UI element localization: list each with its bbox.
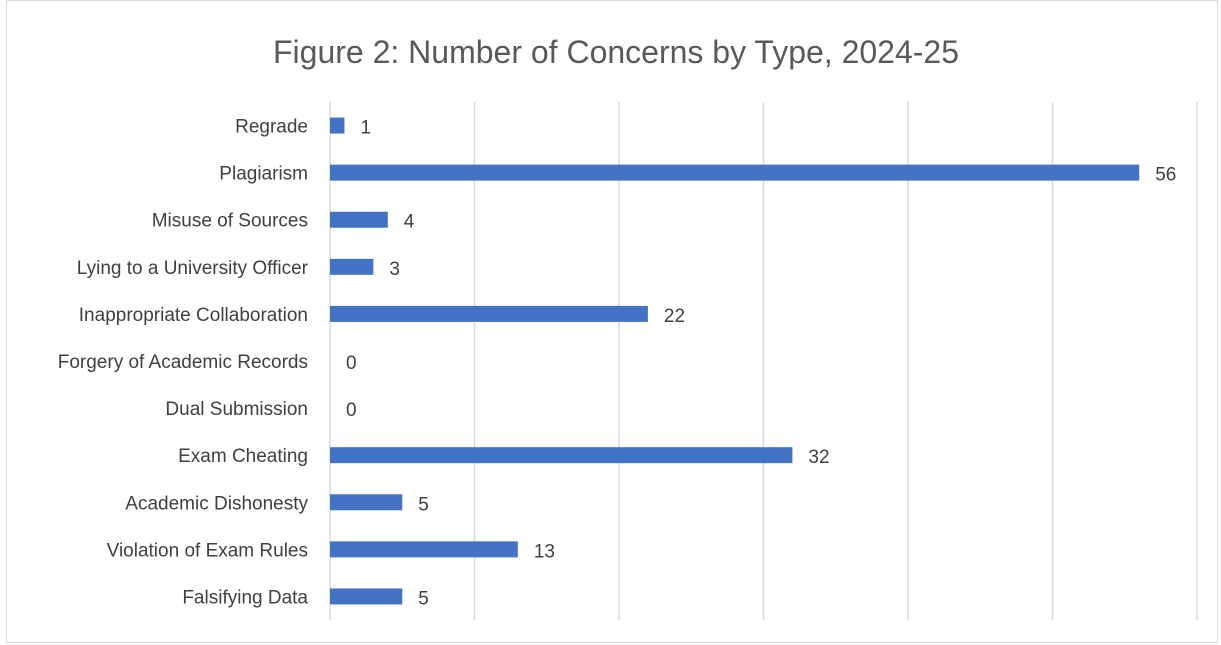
bar [330, 164, 1140, 181]
category-label: Misuse of Sources [152, 211, 308, 232]
category-labels: Regrade Plagiarism Misuse of Sources Lying … [58, 117, 309, 609]
category-label: Academic Dishonesty [125, 493, 308, 514]
data-label: 1 [360, 118, 371, 139]
data-label: 0 [346, 353, 357, 374]
data-labels: 1 56 4 3 22 0 0 32 5 13 5 [346, 118, 1176, 610]
data-label: 13 [534, 541, 555, 562]
data-label: 0 [346, 400, 357, 421]
gridlines [329, 102, 1198, 620]
chart-title: Figure 2: Number of Concerns by Type, 20… [273, 34, 959, 70]
category-label: Dual Submission [165, 399, 308, 420]
bar [330, 117, 345, 134]
bar [330, 494, 403, 511]
bar [330, 305, 648, 322]
category-label: Falsifying Data [182, 587, 308, 608]
data-label: 5 [418, 588, 429, 609]
category-label: Forgery of Academic Records [58, 352, 308, 373]
bar [330, 588, 403, 605]
category-label: Exam Cheating [178, 446, 308, 467]
bars [330, 117, 1140, 605]
category-label: Lying to a University Officer [77, 258, 309, 279]
data-label: 4 [404, 212, 415, 233]
data-label: 22 [664, 306, 685, 327]
bar [330, 258, 374, 275]
data-label: 5 [418, 494, 429, 515]
bar [330, 447, 793, 464]
bar [330, 211, 388, 228]
category-label: Regrade [235, 117, 308, 138]
category-label: Plagiarism [219, 164, 308, 185]
category-label: Inappropriate Collaboration [79, 305, 308, 326]
data-label: 56 [1155, 165, 1176, 186]
data-label: 3 [389, 259, 400, 280]
category-label: Violation of Exam Rules [107, 540, 308, 561]
data-label: 32 [808, 447, 829, 468]
bar [330, 541, 518, 558]
